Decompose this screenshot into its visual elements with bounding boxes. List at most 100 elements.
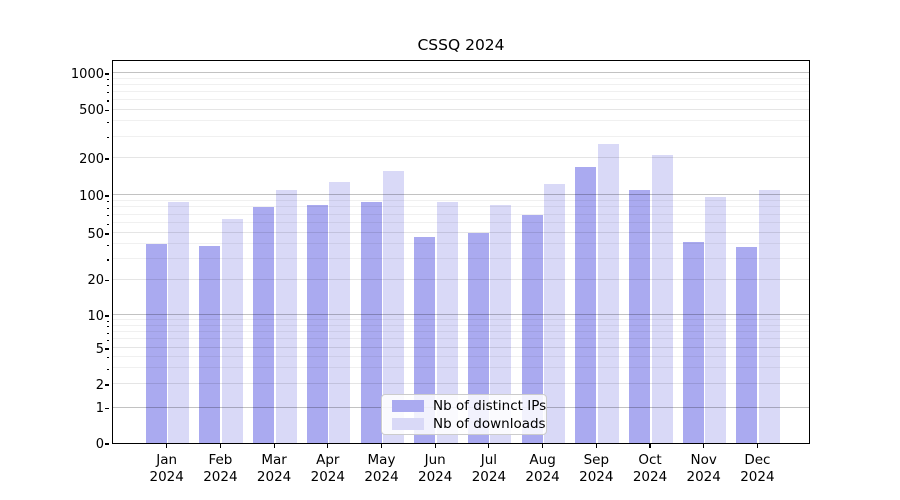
bar-distinct-ips <box>575 167 597 443</box>
x-tick-year: 2024 <box>418 469 453 485</box>
bar-downloads <box>436 202 458 443</box>
bar-downloads <box>168 202 190 443</box>
bar-distinct-ips <box>682 241 704 443</box>
bar-downloads <box>651 155 673 443</box>
x-tick-month: Oct <box>638 452 662 468</box>
y-tick-label: 10 <box>87 308 104 324</box>
bar-distinct-ips <box>199 245 221 443</box>
gridline <box>113 157 809 158</box>
x-tick-mark <box>703 444 705 448</box>
y-tick-label: 5 <box>95 341 104 357</box>
x-tick-year: 2024 <box>310 469 345 485</box>
minor-gridline <box>113 199 809 201</box>
x-tick-month: Jun <box>424 452 446 468</box>
y-minor-tick-mark <box>106 326 109 328</box>
x-tick-month: May <box>367 452 396 468</box>
y-tick-label: 0 <box>95 436 104 452</box>
bar-downloads <box>275 189 297 443</box>
minor-gridline <box>113 77 809 79</box>
bar-distinct-ips <box>145 244 167 443</box>
y-minor-tick-mark <box>106 332 109 334</box>
y-minor-tick-mark <box>106 137 109 139</box>
x-tick-month: Apr <box>316 452 340 468</box>
gridline <box>113 383 809 384</box>
y-minor-tick-mark <box>106 357 109 359</box>
bar-distinct-ips <box>253 207 275 443</box>
y-minor-tick-mark <box>106 339 109 341</box>
x-tick-year: 2024 <box>686 469 721 485</box>
y-tick-mark <box>104 315 109 317</box>
y-tick-mark <box>104 158 109 160</box>
minor-gridline <box>113 120 809 122</box>
minor-gridline <box>113 206 809 208</box>
chart-title: CSSQ 2024 <box>417 36 505 54</box>
x-tick-month: Sep <box>583 452 610 468</box>
y-minor-tick-mark <box>106 215 109 217</box>
gridline <box>113 278 809 280</box>
x-tick-mark <box>649 444 651 448</box>
legend-item: Nb of distinct IPs <box>392 398 546 414</box>
x-tick-label: Oct 2024 <box>618 452 682 486</box>
y-minor-tick-mark <box>106 100 109 102</box>
x-tick-mark <box>219 444 221 448</box>
x-tick-year: 2024 <box>364 469 399 485</box>
legend-swatch <box>392 399 424 412</box>
x-tick-label: May 2024 <box>350 452 414 486</box>
bar-distinct-ips <box>306 205 328 443</box>
x-tick-year: 2024 <box>149 469 184 485</box>
minor-gridline <box>113 367 809 369</box>
y-minor-tick-mark <box>106 201 109 203</box>
minor-gridline <box>113 331 809 332</box>
y-tick-mark <box>104 279 109 282</box>
x-tick-label: Apr 2024 <box>296 452 360 486</box>
y-tick-mark <box>104 233 109 235</box>
y-minor-tick-mark <box>106 85 109 87</box>
minor-gridline <box>113 355 809 357</box>
y-minor-tick-mark <box>106 207 109 209</box>
x-tick-label: Aug 2024 <box>511 452 575 486</box>
y-tick-mark <box>104 73 109 75</box>
y-minor-tick-mark <box>106 121 109 123</box>
x-tick-year: 2024 <box>632 469 668 485</box>
bar-distinct-ips <box>521 214 543 443</box>
x-tick-label: Jan 2024 <box>135 452 199 486</box>
bar-downloads <box>383 170 404 443</box>
legend-item: Nb of downloads <box>392 416 546 432</box>
x-tick-label: Mar 2024 <box>242 452 306 486</box>
x-tick-label: Jun 2024 <box>403 452 467 486</box>
x-tick-mark <box>488 444 490 448</box>
minor-gridline <box>113 213 809 215</box>
x-tick-year: 2024 <box>579 469 614 485</box>
minor-gridline <box>113 319 809 320</box>
x-tick-month: Jan <box>156 452 178 468</box>
legend-swatch <box>392 417 424 430</box>
bar-downloads <box>597 144 619 443</box>
y-minor-tick-mark <box>106 79 109 81</box>
y-minor-tick-mark <box>106 320 109 322</box>
x-tick-year: 2024 <box>256 469 292 485</box>
gridline <box>113 108 809 110</box>
y-tick-label: 2 <box>95 377 104 393</box>
minor-gridline <box>113 90 809 92</box>
x-tick-mark <box>542 444 544 448</box>
x-tick-mark <box>380 444 383 448</box>
x-tick-year: 2024 <box>203 469 238 485</box>
x-tick-mark <box>434 444 436 448</box>
x-tick-label: Feb 2024 <box>188 452 252 486</box>
y-minor-tick-mark <box>106 368 109 370</box>
y-minor-tick-mark <box>106 92 109 94</box>
major-gridline <box>113 194 809 195</box>
x-tick-month: Feb <box>208 452 233 468</box>
x-tick-mark <box>166 444 168 448</box>
y-tick-label: 20 <box>87 273 104 288</box>
minor-gridline <box>113 338 809 340</box>
major-gridline <box>113 314 809 315</box>
minor-gridline <box>113 257 809 259</box>
y-tick-mark <box>104 407 109 410</box>
bar-downloads <box>221 218 243 443</box>
x-tick-month: Mar <box>261 452 287 468</box>
gridline <box>113 347 809 348</box>
minor-gridline <box>113 98 809 100</box>
gridline <box>113 232 809 233</box>
